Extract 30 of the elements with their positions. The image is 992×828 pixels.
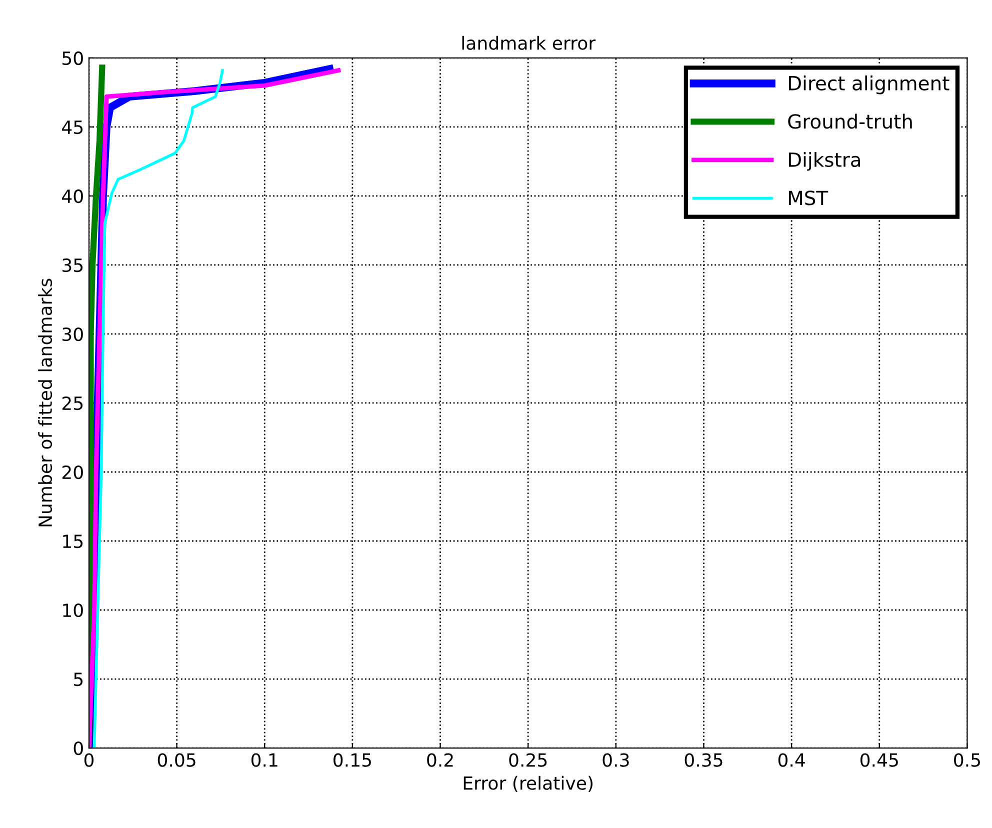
x-tick-label: 0.1 bbox=[251, 753, 278, 767]
x-tick-label: 0.45 bbox=[860, 753, 898, 767]
x-tick-label: 0.05 bbox=[158, 753, 196, 767]
x-axis-title: Error (relative) bbox=[464, 776, 592, 792]
y-tick-label: 50 bbox=[62, 51, 83, 66]
x-tick-label: 0.35 bbox=[684, 753, 722, 767]
line-series bbox=[92, 68, 224, 748]
y-tick-label: 10 bbox=[63, 603, 83, 618]
x-tick-label: 0.2 bbox=[427, 753, 453, 767]
legend-label: Dijkstra bbox=[788, 152, 860, 171]
x-tick-label: 0 bbox=[84, 753, 94, 767]
y-tick-label: 0 bbox=[74, 741, 83, 756]
y-tick-label: 45 bbox=[62, 120, 83, 134]
x-tick-label: 0.25 bbox=[509, 753, 547, 767]
y-tick-label: 40 bbox=[62, 189, 83, 204]
y-tick-label: 30 bbox=[62, 327, 83, 342]
y-axis-title: Number of fitted landmarks bbox=[38, 278, 52, 526]
legend-label: Ground-truth bbox=[788, 114, 912, 129]
legend-label: MST bbox=[788, 190, 828, 206]
legend-label: Direct alignment bbox=[788, 75, 950, 94]
y-tick-label: 35 bbox=[62, 258, 83, 272]
y-tick-label: 15 bbox=[63, 534, 83, 548]
chart-title: landmark error bbox=[462, 36, 596, 50]
x-tick-label: 0.5 bbox=[954, 753, 980, 767]
y-tick-label: 5 bbox=[74, 672, 83, 686]
y-tick-label: 25 bbox=[62, 396, 83, 410]
x-tick-label: 0.3 bbox=[602, 753, 629, 767]
x-tick-label: 0.15 bbox=[334, 753, 371, 767]
y-tick-label: 20 bbox=[62, 465, 83, 480]
x-tick-label: 0.4 bbox=[778, 753, 805, 767]
